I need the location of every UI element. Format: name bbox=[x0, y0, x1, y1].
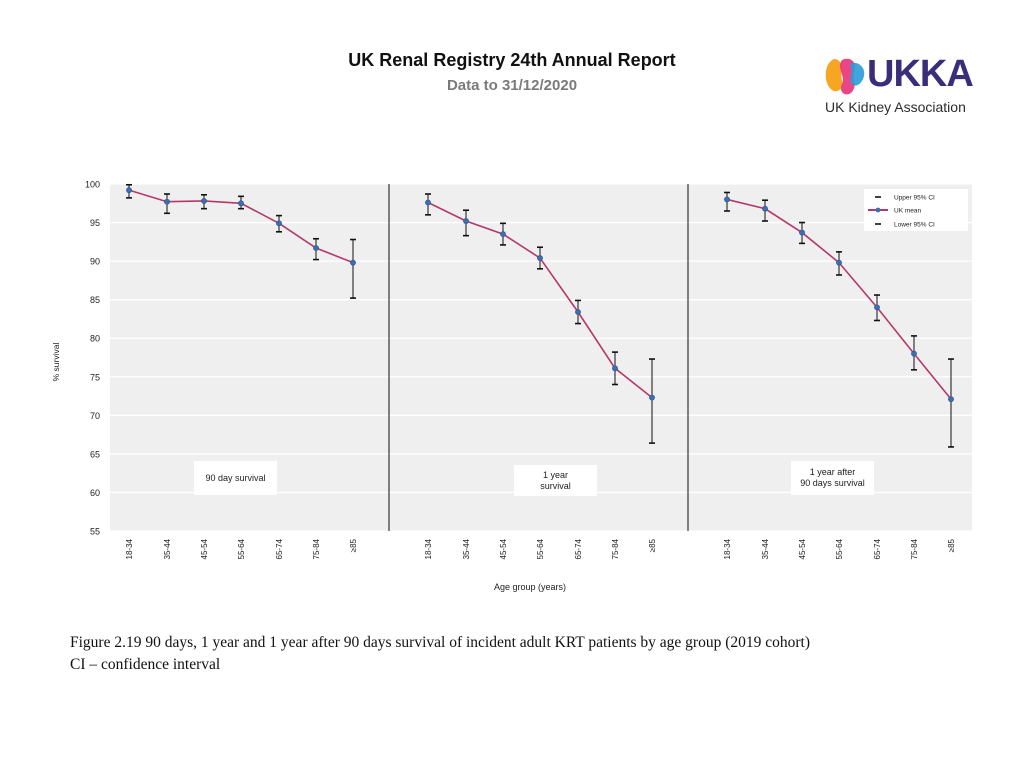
x-tick-label: 18-34 bbox=[125, 538, 134, 559]
x-tick-label: 65-74 bbox=[873, 538, 882, 559]
figure-caption: Figure 2.19 90 days, 1 year and 1 year a… bbox=[70, 632, 810, 676]
legend-lower-label: Lower 95% CI bbox=[894, 222, 935, 229]
y-tick-label: 90 bbox=[90, 257, 100, 267]
y-tick-label: 85 bbox=[90, 295, 100, 305]
caption-line-1: Figure 2.19 90 days, 1 year and 1 year a… bbox=[70, 634, 811, 651]
mean-point bbox=[575, 309, 581, 315]
mean-point bbox=[126, 187, 132, 194]
mean-point bbox=[500, 231, 506, 238]
mean-point bbox=[799, 229, 805, 236]
logo-wordmark: UKKA bbox=[867, 53, 974, 95]
y-tick-label: 55 bbox=[90, 527, 100, 537]
y-tick-label: 65 bbox=[90, 449, 100, 459]
report-subtitle: Data to 31/12/2020 bbox=[446, 77, 578, 94]
mean-point bbox=[164, 198, 170, 205]
x-tick-label: 75-84 bbox=[312, 538, 321, 559]
caption-line-2: CI – confidence interval bbox=[70, 656, 221, 673]
panel-label: 1 year survival bbox=[514, 465, 597, 496]
x-tick-label: 45-54 bbox=[499, 538, 508, 559]
y-tick-label: 60 bbox=[90, 488, 100, 498]
x-tick-label: 65-74 bbox=[275, 538, 284, 559]
x-tick-label: 18-34 bbox=[424, 538, 433, 559]
mean-point bbox=[836, 259, 842, 266]
legend-upper-label: Upper 95% CI bbox=[894, 195, 935, 202]
x-axis-label: Age group (years) bbox=[494, 582, 566, 592]
legend-mean-label: UK mean bbox=[894, 208, 921, 215]
report-title: UK Renal Registry 24th Annual Report bbox=[348, 50, 676, 70]
y-tick-label: 75 bbox=[90, 372, 100, 382]
mean-point bbox=[313, 245, 319, 251]
x-tick-label: ≥85 bbox=[349, 538, 358, 552]
kidney-logo-icon bbox=[825, 58, 865, 95]
x-tick-label: 35-44 bbox=[761, 538, 770, 559]
mean-point bbox=[612, 365, 618, 372]
x-tick-label: 75-84 bbox=[611, 538, 620, 559]
x-tick-label: ≥85 bbox=[947, 538, 956, 552]
x-tick-label: 55-64 bbox=[835, 538, 844, 559]
mean-point bbox=[911, 350, 917, 357]
y-tick-label: 100 bbox=[85, 180, 100, 190]
x-tick-label: 65-74 bbox=[574, 538, 583, 559]
mean-point bbox=[463, 218, 469, 224]
mean-point bbox=[762, 205, 768, 212]
x-tick-label: ≥85 bbox=[648, 538, 657, 552]
y-tick-label: 70 bbox=[90, 411, 100, 421]
x-tick-label: 55-64 bbox=[536, 538, 545, 559]
mean-point bbox=[724, 196, 730, 203]
panel-label: 90 day survival bbox=[194, 461, 277, 495]
x-tick-label: 45-54 bbox=[200, 538, 209, 559]
logo-tagline: UK Kidney Association bbox=[825, 99, 966, 115]
mean-point bbox=[276, 220, 282, 227]
ukka-logo: UKKA UK Kidney Association bbox=[822, 50, 997, 120]
x-tick-label: 55-64 bbox=[237, 538, 246, 559]
x-tick-label: 18-34 bbox=[723, 538, 732, 559]
panel-label: 1 year after 90 days survival bbox=[791, 461, 874, 495]
x-tick-label: 75-84 bbox=[910, 538, 919, 559]
y-tick-label: 80 bbox=[90, 334, 100, 344]
y-axis-label: % survival bbox=[51, 343, 61, 382]
mean-point bbox=[238, 200, 244, 207]
mean-point bbox=[874, 304, 880, 311]
x-tick-label: 35-44 bbox=[163, 538, 172, 559]
mean-point bbox=[537, 255, 543, 261]
mean-point bbox=[948, 396, 954, 403]
y-tick-label: 95 bbox=[90, 218, 100, 228]
legend-mean-marker bbox=[875, 207, 881, 213]
mean-point bbox=[649, 394, 655, 401]
x-tick-label: 45-54 bbox=[798, 538, 807, 559]
mean-point bbox=[425, 199, 431, 206]
x-tick-label: 35-44 bbox=[462, 538, 471, 559]
mean-point bbox=[201, 198, 207, 204]
mean-point bbox=[350, 259, 356, 266]
